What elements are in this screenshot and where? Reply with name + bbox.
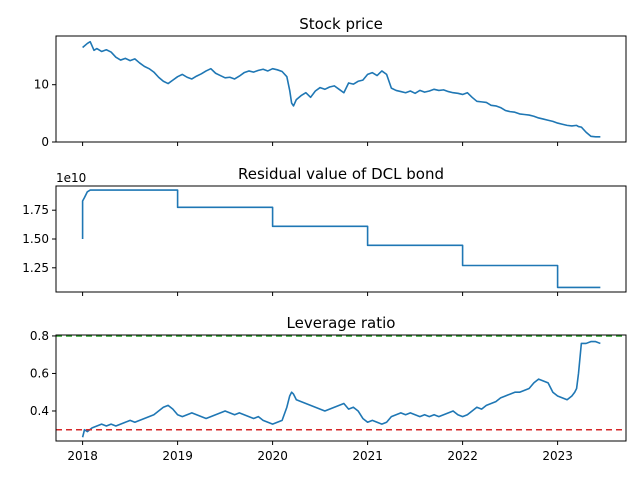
- chart-3-x-tick-label-6: 2023: [542, 449, 573, 463]
- chart-3-x-tick-label-1: 2018: [67, 449, 98, 463]
- chart-2-series-line-1: [81, 189, 601, 289]
- chart-2-y-tick-label-3: 1.75: [22, 203, 49, 217]
- chart-3-y-tick-label-1: 0.4: [30, 404, 49, 418]
- chart-1-plot-frame: [55, 35, 627, 143]
- chart-3: Leverage ratio 0.4 0.6 0.8 2018 2019 2020 2021 2…: [30, 314, 627, 463]
- chart-3-x-tick-label-5: 2022: [447, 449, 478, 463]
- chart-3-series-line-1: [81, 340, 601, 438]
- chart-2-plot-frame: [55, 185, 627, 293]
- chart-3-x-tick-label-2: 2019: [162, 449, 193, 463]
- chart-2-y-tick-label-2: 1.50: [22, 232, 49, 246]
- chart-3-x-tick-label-3: 2020: [257, 449, 288, 463]
- chart-1-y-tick-label-1: 0: [41, 135, 49, 149]
- chart-3-title: Leverage ratio: [287, 314, 396, 332]
- chart-2-title: Residual value of DCL bond: [238, 165, 444, 183]
- chart-3-y-tick-label-2: 0.6: [30, 366, 49, 380]
- chart-3-y-tick-label-3: 0.8: [30, 329, 49, 343]
- chart-3-plot-frame: [55, 334, 627, 442]
- chart-1: Stock price 0 10: [34, 15, 627, 149]
- chart-1-series-line-1: [82, 40, 601, 138]
- chart-2-offset-text: 1e10: [56, 171, 86, 185]
- chart-3-x-tick-label-4: 2021: [352, 449, 383, 463]
- chart-2: Residual value of DCL bond 1e10 1.25 1.50 1.…: [22, 165, 627, 296]
- chart-2-y-tick-label-1: 1.25: [22, 261, 49, 275]
- chart-1-title: Stock price: [299, 15, 383, 33]
- chart-1-y-tick-label-2: 10: [34, 78, 49, 92]
